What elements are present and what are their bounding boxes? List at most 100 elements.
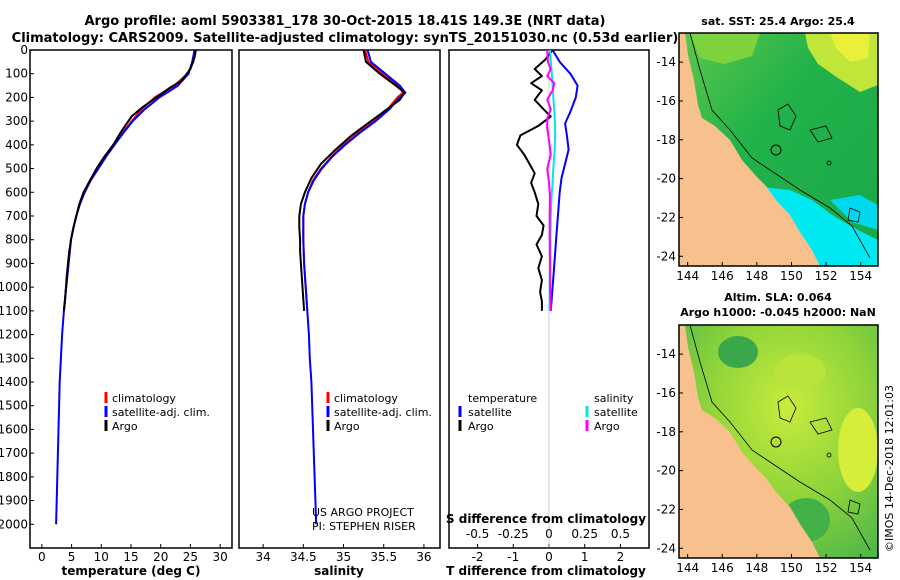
x-tick-label: 25	[183, 550, 198, 564]
series-line-argo	[62, 50, 197, 312]
sla-shelf-contour	[689, 325, 871, 551]
legend-label-argo: Argo	[334, 420, 360, 433]
lat-tick-label: -16	[656, 94, 676, 108]
salinity-axis-label: salinity	[314, 564, 364, 578]
sst-map-title: sat. SST: 25.4 Argo: 25.4	[701, 15, 855, 28]
sla-reef-outline	[809, 417, 833, 435]
legend-label-t-argo: Argo	[468, 420, 494, 433]
lon-tick-label: 148	[745, 561, 768, 575]
sla-map-frame	[678, 324, 879, 559]
depth-tick-label: 300	[5, 114, 28, 128]
x-tick-label: 34.5	[290, 550, 317, 564]
lon-tick-label: 152	[815, 269, 838, 283]
depth-tick-label: 1500	[0, 399, 28, 413]
lat-tick-label: -22	[656, 210, 676, 224]
sst-reef-outline	[847, 207, 861, 223]
lat-tick-label: -18	[656, 425, 676, 439]
legend-label-t-satellite: satellite	[468, 406, 512, 419]
sst-shelf-contour	[689, 33, 871, 259]
s-diff-tick-label: 0.5	[611, 527, 630, 541]
sst-map-field	[679, 33, 878, 266]
difference-axis-ticks: -2 -1 0 1 2-0.5 -0.25 0 0.25 0.5	[466, 50, 630, 564]
credit-project: US ARGO PROJECT	[312, 506, 414, 519]
legend-label-climatology: climatology	[112, 392, 176, 405]
sst-reef-outline	[777, 103, 797, 131]
lon-tick-label: 148	[745, 269, 768, 283]
sla-high-patch	[838, 408, 878, 492]
sst-reef-outline	[809, 125, 833, 143]
sst-land	[679, 33, 820, 266]
lat-tick-label: -16	[656, 386, 676, 400]
x-tick-label: 35.5	[370, 550, 397, 564]
argo-location-marker	[770, 436, 782, 448]
credit-pi: PI: STEPHEN RISER	[312, 520, 416, 533]
sst-map-panel: sat. SST: 25.4 Argo: 25.4 144 146 148 150 15…	[656, 15, 879, 283]
lon-tick-label: 150	[780, 269, 803, 283]
depth-tick-label: 1300	[0, 351, 28, 365]
lat-tick-label: -14	[656, 55, 676, 69]
lat-tick-label: -20	[656, 464, 676, 478]
sla-map-field	[679, 325, 878, 558]
lon-tick-label: 146	[711, 269, 734, 283]
salinity-axis-ticks: 34 34.5 35 35.5 36	[255, 544, 432, 564]
sla-reef-outline	[847, 499, 861, 515]
sst-warm-patch	[690, 33, 760, 64]
figure-title-line2: Climatology: CARS2009. Satellite-adjuste…	[12, 31, 679, 46]
difference-panel: -2 -1 0 1 2-0.5 -0.25 0 0.25 0.5 S difference fr…	[446, 49, 650, 578]
x-tick-label: 10	[94, 550, 109, 564]
salinity-panel: 34 34.5 35 35.5 36 salinity climatology sate…	[238, 49, 441, 578]
temperature-legend: climatology satellite-adj. clim. Argo	[104, 392, 210, 433]
series-line-argo-temperature-	[515, 50, 554, 311]
x-tick-label: 2	[617, 550, 625, 564]
lon-tick-label: 144	[676, 561, 699, 575]
legend-label-argo: Argo	[112, 420, 138, 433]
depth-tick-label: 900	[5, 256, 28, 270]
temperature-axis-ticks: 0 5 10 15 20 25 30	[38, 544, 228, 564]
x-tick-label: 0	[545, 550, 553, 564]
legend-label-climatology: climatology	[334, 392, 398, 405]
depth-tick-label: 1200	[0, 328, 28, 342]
series-line-satellite-temperature-	[549, 50, 579, 311]
temperature-axis-label: temperature (deg C)	[62, 564, 201, 578]
lon-tick-label: 152	[815, 561, 838, 575]
x-tick-label: 20	[153, 550, 168, 564]
sla-land	[679, 325, 820, 558]
s-diff-tick-label: -0.25	[498, 527, 529, 541]
lat-tick-label: -20	[656, 172, 676, 186]
depth-tick-label: 800	[5, 233, 28, 247]
x-tick-label: 35	[336, 550, 351, 564]
temperature-plot-frame	[29, 49, 233, 549]
lon-tick-label: 154	[849, 269, 872, 283]
depth-tick-label: 100	[5, 67, 28, 81]
lon-tick-label: 150	[780, 561, 803, 575]
temperature-series	[55, 50, 197, 525]
legend-title-temperature: temperature	[468, 392, 537, 405]
sla-map-subtitle: Argo h1000: -0.045 h2000: NaN	[680, 306, 876, 319]
x-tick-label: 34	[255, 550, 270, 564]
depth-tick-label: 200	[5, 90, 28, 104]
lon-tick-label: 146	[711, 561, 734, 575]
temperature-panel: 0100200300400500600700800900100011001200…	[0, 43, 453, 578]
difference-legend: temperature satellite Argo salinity sate…	[458, 392, 638, 433]
depth-tick-label: 0	[20, 43, 28, 57]
sst-cool-patch	[830, 195, 878, 230]
legend-title-salinity: salinity	[594, 392, 634, 405]
legend-label-satellite: satellite-adj. clim.	[334, 406, 432, 419]
series-line-argo-salinity-	[546, 50, 556, 311]
x-tick-label: 1	[581, 550, 589, 564]
depth-tick-label: 1100	[0, 304, 28, 318]
lat-tick-label: -22	[656, 502, 676, 516]
legend-label-satellite: satellite-adj. clim.	[112, 406, 210, 419]
lat-tick-label: -24	[656, 249, 676, 263]
x-tick-label: 0	[38, 550, 46, 564]
sla-map-panel: Altim. SLA: 0.064 Argo h1000: -0.045 h20…	[656, 291, 879, 575]
lon-tick-label: 154	[849, 561, 872, 575]
sla-map-title: Altim. SLA: 0.064	[724, 291, 832, 304]
x-tick-label: 36	[416, 550, 431, 564]
sst-warm-patch	[830, 33, 870, 62]
sst-cool-patch	[752, 186, 878, 266]
sla-reef-dot	[826, 452, 832, 458]
legend-label-s-argo: Argo	[594, 420, 620, 433]
depth-tick-label: 1400	[0, 375, 28, 389]
depth-tick-label: 700	[5, 209, 28, 223]
